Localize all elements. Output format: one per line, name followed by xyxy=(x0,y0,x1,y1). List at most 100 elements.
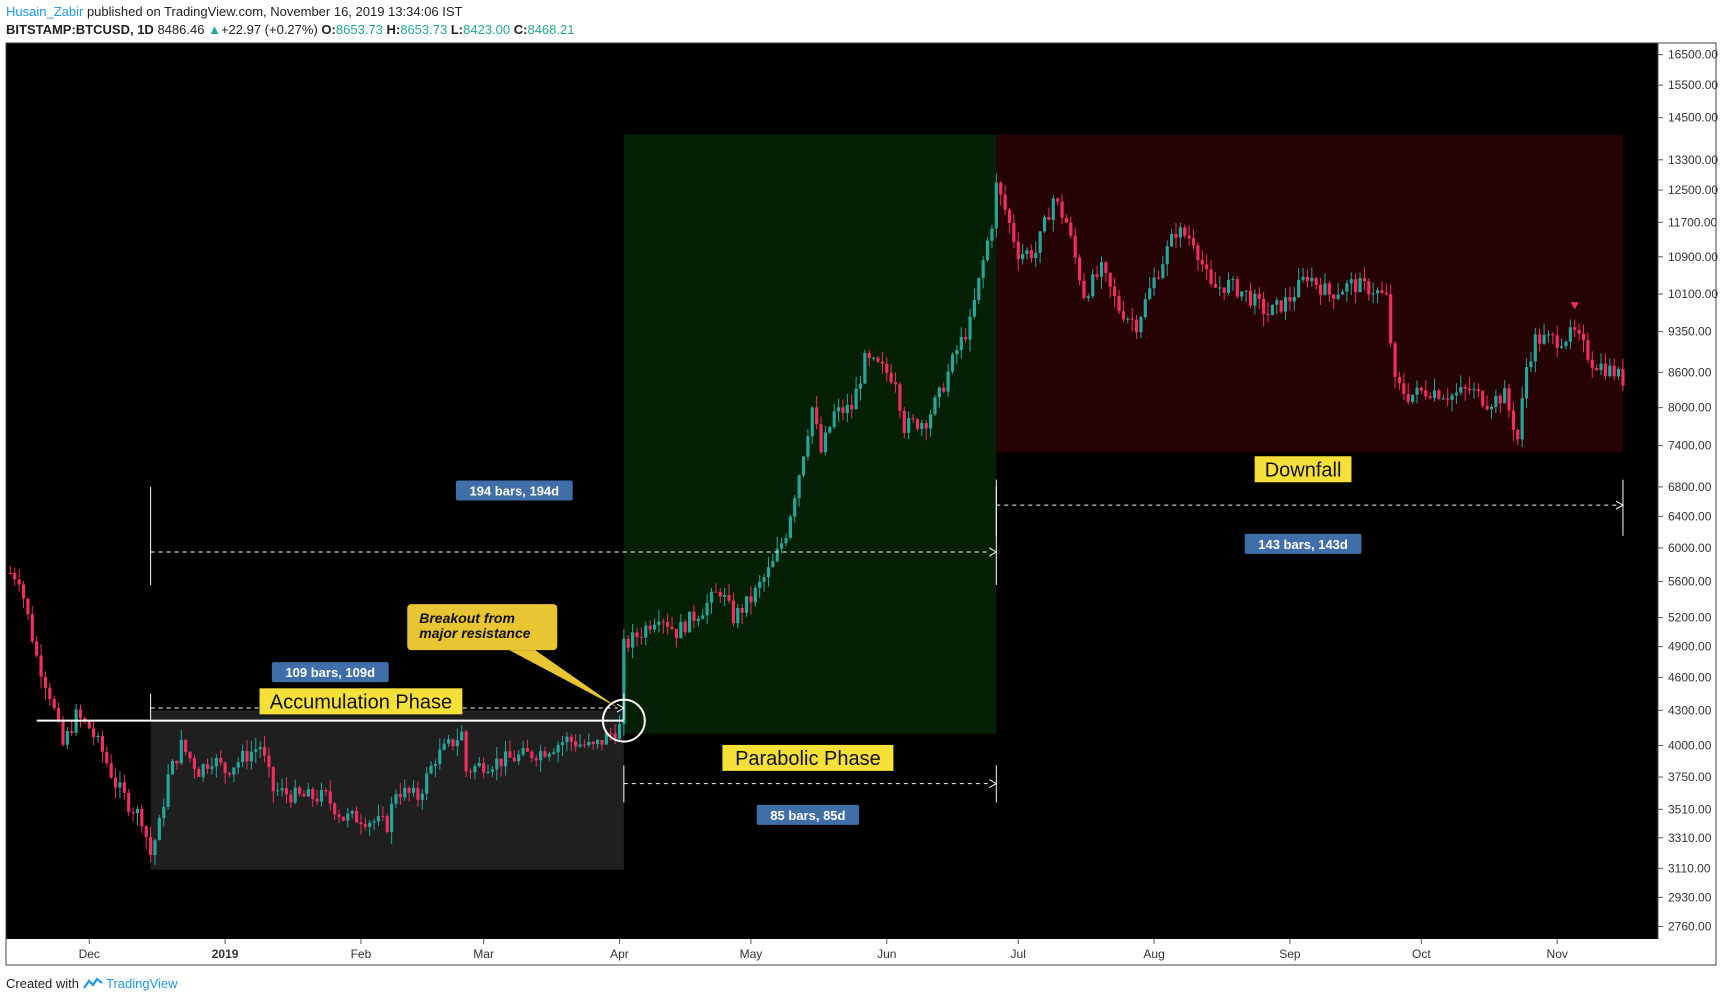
candle[interactable] xyxy=(131,807,135,822)
candle[interactable] xyxy=(600,740,604,750)
author-link[interactable]: Husain_Zabir xyxy=(6,4,84,19)
candle[interactable] xyxy=(521,741,525,757)
candle[interactable] xyxy=(1345,279,1349,302)
candle[interactable] xyxy=(92,720,96,746)
candle[interactable] xyxy=(1415,380,1419,404)
candle[interactable] xyxy=(1568,319,1572,350)
candle[interactable] xyxy=(1560,338,1564,350)
candle[interactable] xyxy=(1279,300,1283,314)
candle[interactable] xyxy=(836,398,841,423)
candle[interactable] xyxy=(197,766,201,777)
candle[interactable] xyxy=(1235,276,1239,299)
candle[interactable] xyxy=(1319,277,1323,305)
candle[interactable] xyxy=(1437,388,1441,401)
candle[interactable] xyxy=(547,751,551,761)
candle[interactable] xyxy=(1454,383,1459,405)
candle[interactable] xyxy=(1472,382,1476,399)
candle[interactable] xyxy=(184,739,188,756)
candle[interactable] xyxy=(657,609,661,633)
candle[interactable] xyxy=(302,790,306,797)
candle[interactable] xyxy=(1573,319,1577,338)
candle[interactable] xyxy=(1073,227,1077,265)
candle[interactable] xyxy=(201,763,205,782)
candle[interactable] xyxy=(1546,330,1551,343)
candle[interactable] xyxy=(1007,207,1012,234)
candle[interactable] xyxy=(1148,276,1152,301)
candle[interactable] xyxy=(815,395,819,430)
candle[interactable] xyxy=(109,754,113,780)
candle[interactable] xyxy=(43,671,48,700)
candle[interactable] xyxy=(1354,273,1358,304)
candle[interactable] xyxy=(219,750,223,766)
candle[interactable] xyxy=(1156,270,1161,280)
candle[interactable] xyxy=(359,813,363,835)
candle[interactable] xyxy=(1389,284,1393,347)
candle[interactable] xyxy=(1108,272,1112,298)
candle[interactable] xyxy=(306,782,310,797)
candle[interactable] xyxy=(1516,428,1520,446)
candle[interactable] xyxy=(442,738,446,751)
candle[interactable] xyxy=(1538,328,1542,352)
candle[interactable] xyxy=(1406,383,1410,405)
candle[interactable] xyxy=(346,808,350,828)
candle[interactable] xyxy=(468,768,473,779)
candle[interactable] xyxy=(1218,276,1222,296)
candle[interactable] xyxy=(1262,291,1266,327)
candle[interactable] xyxy=(924,420,928,441)
candle[interactable] xyxy=(937,386,941,408)
candle[interactable] xyxy=(1025,247,1029,260)
candle[interactable] xyxy=(709,588,714,614)
candle[interactable] xyxy=(784,533,788,547)
candle[interactable] xyxy=(1424,380,1428,400)
candle[interactable] xyxy=(1384,283,1388,296)
candle[interactable] xyxy=(639,627,643,645)
candle[interactable] xyxy=(1056,197,1060,206)
candle[interactable] xyxy=(644,621,648,646)
candle[interactable] xyxy=(175,760,179,770)
tradingview-brand[interactable]: TradingView xyxy=(106,976,178,991)
candle[interactable] xyxy=(1428,392,1432,400)
candle[interactable] xyxy=(731,592,735,627)
candle[interactable] xyxy=(311,786,315,807)
candle[interactable] xyxy=(1183,224,1187,239)
candle[interactable] xyxy=(1608,358,1612,378)
date-range-tool[interactable]: 143 bars, 143d xyxy=(995,479,1624,554)
candle[interactable] xyxy=(1603,353,1607,380)
candle[interactable] xyxy=(850,394,854,419)
candle[interactable] xyxy=(578,733,582,748)
candle[interactable] xyxy=(127,788,131,817)
candle[interactable] xyxy=(631,624,635,659)
candle[interactable] xyxy=(298,785,302,797)
phase-label[interactable]: Parabolic Phase xyxy=(735,748,881,770)
candle[interactable] xyxy=(902,406,906,439)
candle[interactable] xyxy=(1021,244,1025,265)
candle[interactable] xyxy=(1459,375,1463,396)
phase-label[interactable]: Accumulation Phase xyxy=(270,691,452,713)
candle[interactable] xyxy=(1174,222,1178,249)
candle[interactable] xyxy=(797,474,801,507)
candle[interactable] xyxy=(1494,389,1498,414)
candle[interactable] xyxy=(293,779,297,805)
candle[interactable] xyxy=(990,224,994,249)
candle[interactable] xyxy=(1336,283,1340,301)
candle[interactable] xyxy=(1038,231,1042,264)
candle[interactable] xyxy=(1209,260,1213,287)
candle[interactable] xyxy=(692,604,696,629)
candle[interactable] xyxy=(1226,272,1231,296)
candle[interactable] xyxy=(613,724,617,745)
candle[interactable] xyxy=(1231,276,1235,292)
candle[interactable] xyxy=(1402,373,1406,401)
candle[interactable] xyxy=(828,426,832,435)
candle[interactable] xyxy=(1590,351,1594,378)
candle[interactable] xyxy=(162,798,166,827)
candle[interactable] xyxy=(832,403,836,430)
candle[interactable] xyxy=(806,429,810,461)
candle[interactable] xyxy=(1463,384,1467,401)
candle[interactable] xyxy=(1301,267,1305,283)
candle[interactable] xyxy=(1130,307,1134,332)
candle[interactable] xyxy=(1529,352,1533,373)
candle[interactable] xyxy=(1091,269,1095,299)
candle[interactable] xyxy=(929,409,933,437)
candle[interactable] xyxy=(1244,290,1248,303)
candle[interactable] xyxy=(232,767,236,782)
